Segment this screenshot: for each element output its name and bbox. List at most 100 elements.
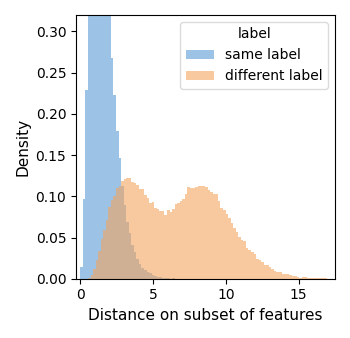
Bar — [287, 274, 289, 279]
Bar — [297, 277, 299, 279]
Y-axis label: Density: Density — [15, 118, 30, 176]
Bar — [131, 245, 134, 279]
Bar — [119, 158, 121, 279]
Bar — [320, 278, 322, 279]
Bar — [121, 186, 124, 279]
Bar — [259, 260, 261, 279]
Bar — [96, 260, 98, 279]
Bar — [261, 262, 264, 279]
Bar — [312, 278, 315, 279]
Legend: same label, different label: same label, different label — [181, 22, 328, 89]
Bar — [228, 218, 231, 279]
Bar — [157, 209, 159, 279]
Bar — [251, 251, 253, 279]
Bar — [307, 278, 309, 279]
Bar — [113, 196, 116, 279]
Bar — [91, 275, 93, 279]
Bar — [309, 278, 312, 279]
Bar — [144, 195, 147, 279]
Bar — [193, 188, 195, 279]
Bar — [111, 200, 113, 279]
Bar — [101, 0, 103, 279]
Bar — [103, 230, 106, 279]
Bar — [233, 228, 236, 279]
Bar — [241, 240, 243, 279]
Bar — [93, 0, 96, 279]
Bar — [141, 267, 144, 279]
Bar — [317, 278, 320, 279]
Bar — [93, 269, 96, 279]
Bar — [134, 252, 136, 279]
Bar — [274, 271, 276, 279]
Bar — [126, 222, 129, 279]
Bar — [264, 265, 266, 279]
Bar — [197, 186, 200, 279]
Bar — [269, 267, 271, 279]
Bar — [83, 199, 85, 279]
Bar — [167, 278, 169, 279]
Bar — [108, 10, 111, 279]
Bar — [126, 178, 129, 279]
Bar — [131, 182, 134, 279]
Bar — [147, 272, 149, 279]
Bar — [223, 210, 225, 279]
X-axis label: Distance on subset of features: Distance on subset of features — [88, 308, 323, 323]
Bar — [147, 198, 149, 279]
Bar — [116, 188, 119, 279]
Bar — [139, 264, 141, 279]
Bar — [85, 90, 88, 279]
Bar — [111, 58, 113, 279]
Bar — [139, 189, 141, 279]
Bar — [271, 269, 274, 279]
Bar — [246, 248, 248, 279]
Bar — [225, 214, 228, 279]
Bar — [98, 0, 101, 279]
Bar — [243, 241, 246, 279]
Bar — [116, 131, 119, 279]
Bar — [152, 275, 154, 279]
Bar — [129, 177, 131, 279]
Bar — [322, 278, 325, 279]
Bar — [220, 208, 223, 279]
Bar — [96, 0, 98, 279]
Bar — [175, 204, 177, 279]
Bar — [101, 239, 103, 279]
Bar — [106, 0, 108, 279]
Bar — [103, 0, 106, 279]
Bar — [203, 186, 205, 279]
Bar — [195, 188, 197, 279]
Bar — [302, 277, 304, 279]
Bar — [289, 275, 292, 279]
Bar — [266, 265, 269, 279]
Bar — [162, 278, 164, 279]
Bar — [253, 254, 256, 279]
Bar — [169, 212, 172, 279]
Bar — [304, 277, 307, 279]
Bar — [159, 211, 162, 279]
Bar — [108, 208, 111, 279]
Bar — [129, 233, 131, 279]
Bar — [164, 215, 167, 279]
Bar — [91, 0, 93, 279]
Bar — [124, 206, 126, 279]
Bar — [80, 267, 83, 279]
Bar — [113, 95, 116, 279]
Bar — [136, 259, 139, 279]
Bar — [154, 276, 157, 279]
Bar — [149, 273, 152, 279]
Bar — [149, 203, 152, 279]
Bar — [294, 276, 297, 279]
Bar — [177, 203, 180, 279]
Bar — [172, 278, 175, 279]
Bar — [172, 209, 175, 279]
Bar — [190, 189, 193, 279]
Bar — [154, 208, 157, 279]
Bar — [213, 194, 215, 279]
Bar — [164, 278, 167, 279]
Bar — [134, 183, 136, 279]
Bar — [106, 220, 108, 279]
Bar — [210, 192, 213, 279]
Bar — [180, 200, 182, 279]
Bar — [200, 186, 203, 279]
Bar — [119, 186, 121, 279]
